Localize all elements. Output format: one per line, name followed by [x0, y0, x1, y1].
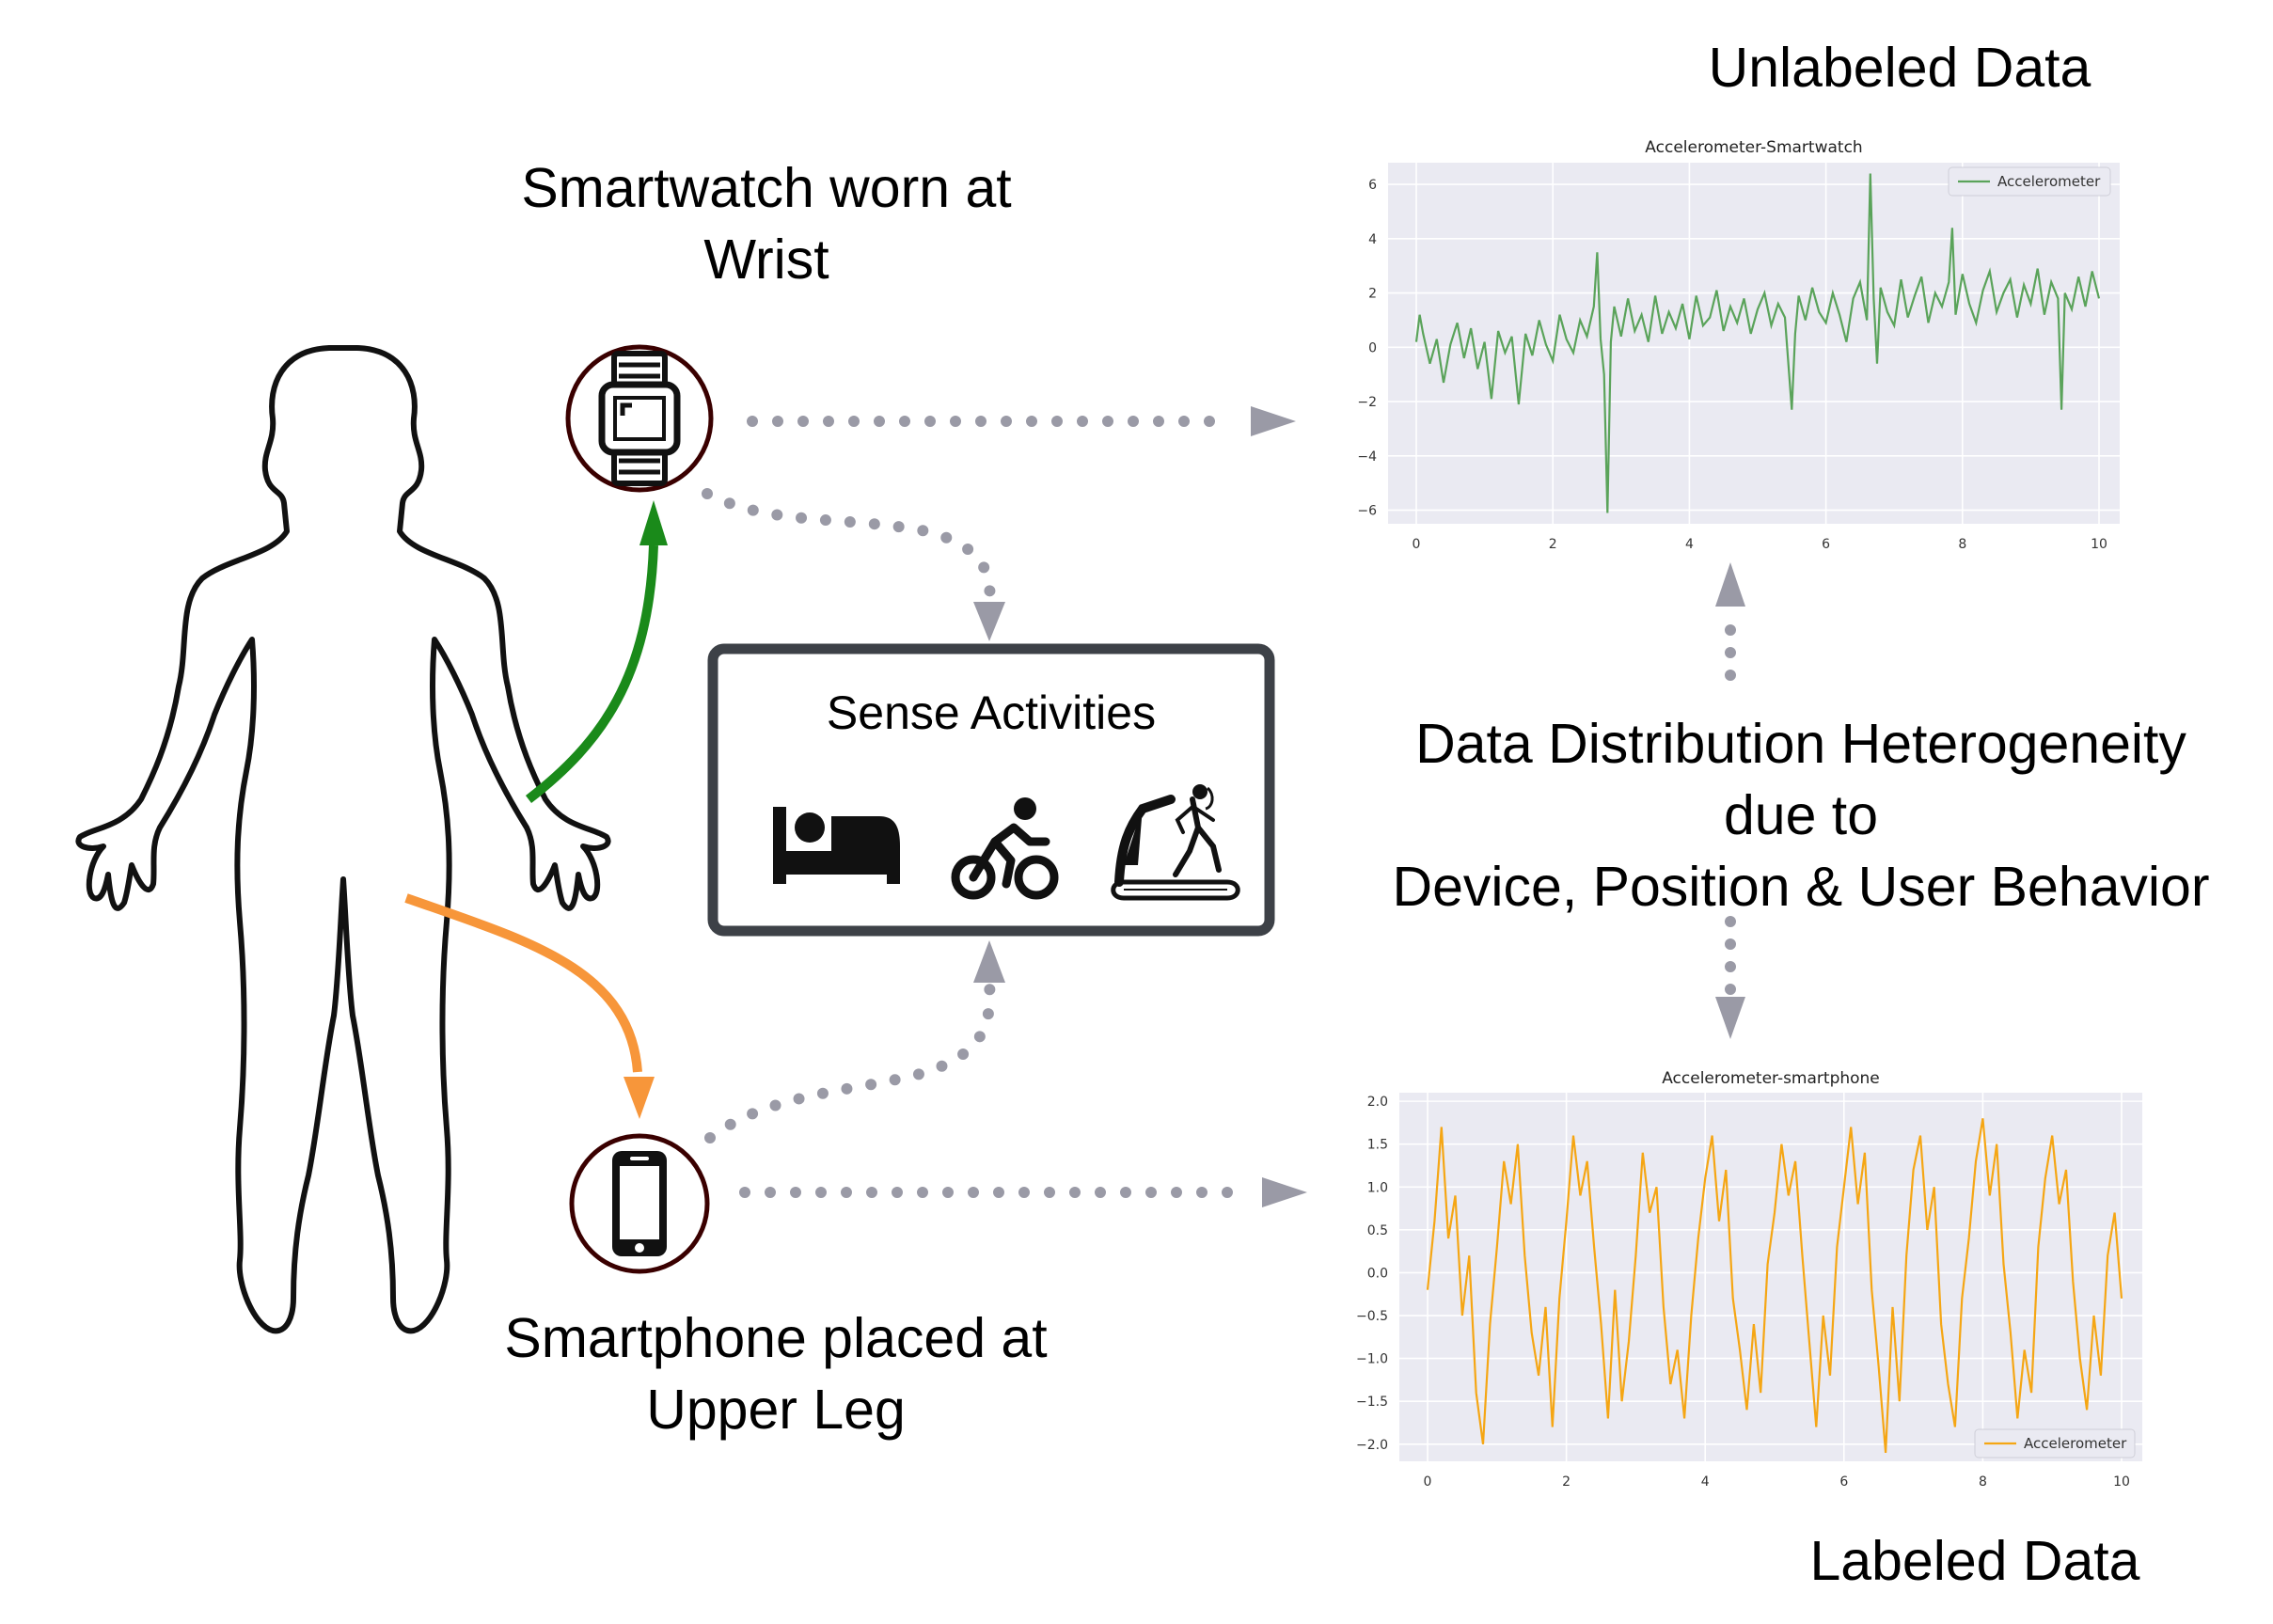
chart-smartphone: 0 2 4 6 8 10 2.0 1.5 1.0 0.5 0.0 −0.5 −1.0 −1.5 −2.0 A… — [1356, 1069, 2142, 1490]
x-tick-label: 4 — [1685, 537, 1694, 552]
y-tick-label: 4 — [1368, 232, 1377, 247]
x-tick-label: 8 — [1979, 1474, 1987, 1490]
dotted-arrow-down-to-labeled — [1715, 916, 1745, 1039]
y-tick-label: −2.0 — [1356, 1438, 1388, 1453]
treadmill-icon — [1111, 784, 1240, 901]
legend-label: Accelerometer — [1997, 173, 2101, 190]
chart-title: Accelerometer-smartphone — [1662, 1069, 1880, 1088]
y-tick-label: −6 — [1357, 504, 1377, 519]
legend-label: Accelerometer — [2024, 1435, 2127, 1452]
y-tick-label: 0 — [1368, 340, 1377, 355]
smartphone-label-line1: Smartphone placed at — [504, 1307, 1048, 1369]
human-body-outline — [75, 345, 611, 1334]
y-tick-label: −4 — [1357, 449, 1377, 465]
y-tick-label: −1.0 — [1356, 1352, 1388, 1367]
heterogeneity-line3: Device, Position & User Behavior — [1392, 856, 2210, 918]
smartwatch-label-line1: Smartwatch worn at — [521, 157, 1012, 219]
x-tick-label: 2 — [1549, 537, 1557, 552]
dotted-arrow-watch-to-chart — [747, 406, 1296, 436]
unlabeled-data-label: Unlabeled Data — [1708, 37, 2091, 99]
y-tick-label: 0.5 — [1367, 1223, 1388, 1238]
smartphone-label-line2: Upper Leg — [646, 1379, 906, 1441]
smartwatch-icon — [565, 344, 714, 493]
dotted-arrow-watch-to-activities — [702, 488, 1005, 641]
smartwatch-label: Smartwatch worn at Wrist — [484, 152, 1049, 295]
sense-activities-title: Sense Activities — [826, 686, 1157, 739]
chart-smartwatch: 0 2 4 6 8 10 6 4 2 0 −2 −4 −6 Accelerometer-Smartwat… — [1357, 138, 2120, 552]
x-tick-label: 10 — [2113, 1474, 2130, 1490]
chart-legend: Accelerometer — [1948, 166, 2111, 197]
smartphone-label: Smartphone placed at Upper Leg — [470, 1302, 1081, 1445]
x-tick-label: 6 — [1822, 537, 1830, 552]
leg-arrow — [404, 893, 655, 1119]
heterogeneity-line2: due to — [1723, 784, 1879, 846]
plot-area — [1399, 1093, 2142, 1461]
x-tick-label: 0 — [1413, 537, 1421, 552]
dotted-arrow-phone-to-chart — [739, 1177, 1307, 1207]
wrist-arrow — [525, 500, 668, 803]
dotted-arrow-up-to-unlabeled — [1715, 562, 1745, 681]
y-tick-label: 2.0 — [1367, 1095, 1388, 1110]
x-tick-label: 0 — [1424, 1474, 1432, 1490]
labeled-data-label: Labeled Data — [1809, 1530, 2140, 1592]
y-tick-label: 2 — [1368, 287, 1377, 302]
x-tick-label: 10 — [2091, 537, 2107, 552]
cycling-icon — [951, 797, 1059, 900]
smartwatch-label-line2: Wrist — [703, 229, 829, 291]
heterogeneity-line1: Data Distribution Heterogeneity — [1415, 713, 2186, 775]
dotted-arrow-phone-to-activities — [704, 940, 1005, 1143]
y-tick-label: −1.5 — [1356, 1395, 1388, 1410]
chart-title: Accelerometer-Smartwatch — [1645, 138, 1862, 157]
x-tick-label: 4 — [1701, 1474, 1710, 1490]
y-tick-label: 0.0 — [1367, 1266, 1388, 1281]
y-tick-label: 6 — [1368, 178, 1377, 193]
x-tick-label: 6 — [1839, 1474, 1848, 1490]
x-tick-label: 2 — [1562, 1474, 1571, 1490]
y-tick-label: −2 — [1357, 395, 1377, 410]
y-tick-label: −0.5 — [1356, 1309, 1388, 1324]
x-tick-label: 8 — [1958, 537, 1966, 552]
smartphone-icon — [569, 1133, 710, 1274]
y-tick-label: 1.5 — [1367, 1138, 1388, 1153]
series-line-accelerometer — [1426, 1118, 2123, 1453]
chart-legend: Accelerometer — [1974, 1428, 2136, 1458]
y-tick-label: 1.0 — [1367, 1180, 1388, 1195]
heterogeneity-label: Data Distribution Heterogeneity due to D… — [1335, 708, 2266, 922]
bed-icon — [773, 807, 900, 884]
series-line-accelerometer — [1414, 173, 2101, 513]
